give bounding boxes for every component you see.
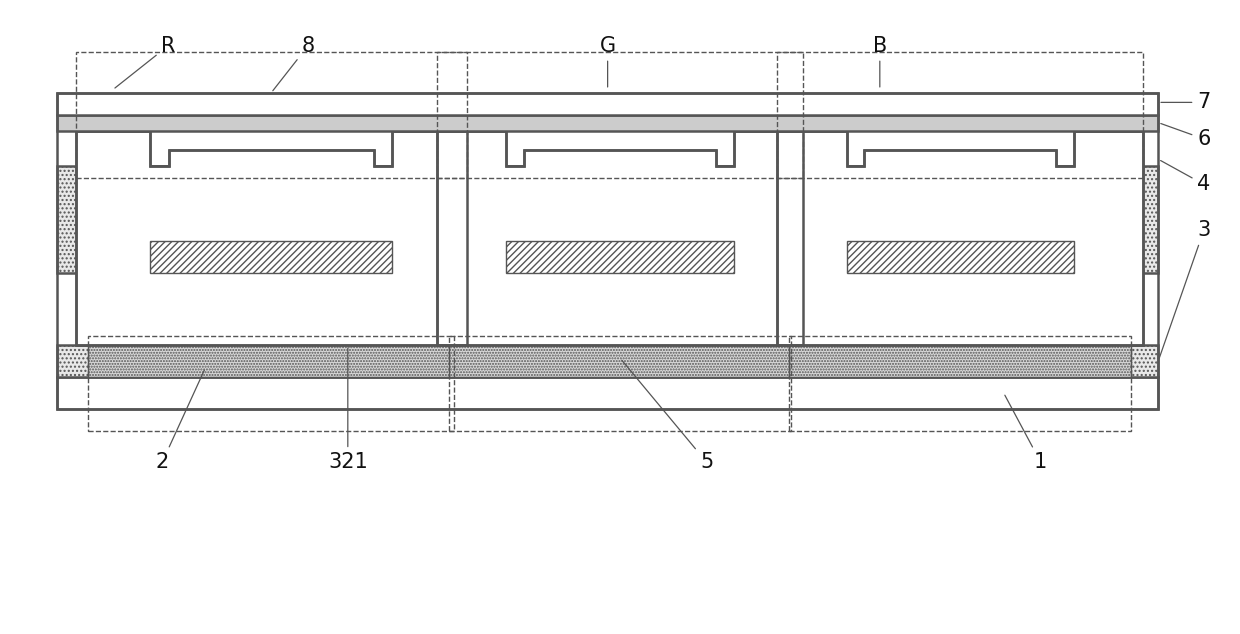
Bar xyxy=(57,93,1158,115)
Bar xyxy=(57,115,1158,131)
Polygon shape xyxy=(76,131,466,346)
Text: 4: 4 xyxy=(1161,160,1210,195)
Bar xyxy=(57,377,1158,408)
Bar xyxy=(777,52,1143,178)
Bar xyxy=(76,52,466,178)
Bar xyxy=(57,93,1158,408)
Bar xyxy=(57,346,1158,377)
Text: 1: 1 xyxy=(1004,395,1048,472)
Polygon shape xyxy=(506,150,734,242)
Bar xyxy=(790,342,1131,377)
Polygon shape xyxy=(76,131,466,346)
Bar xyxy=(506,242,734,273)
Bar xyxy=(150,242,392,273)
Bar xyxy=(449,342,791,377)
Text: R: R xyxy=(115,36,176,88)
Bar xyxy=(88,342,454,377)
Bar xyxy=(436,52,804,178)
Polygon shape xyxy=(436,131,804,346)
Bar xyxy=(790,336,1131,430)
Text: 7: 7 xyxy=(1161,93,1210,112)
Bar xyxy=(847,242,1074,273)
Polygon shape xyxy=(777,131,1143,346)
Polygon shape xyxy=(150,150,392,242)
Text: G: G xyxy=(600,36,616,87)
Bar xyxy=(88,336,454,430)
Text: 8: 8 xyxy=(273,36,315,91)
Bar xyxy=(57,165,1158,273)
Polygon shape xyxy=(847,150,1074,242)
Text: B: B xyxy=(873,36,887,87)
Polygon shape xyxy=(436,131,804,346)
Text: 3: 3 xyxy=(1159,220,1210,359)
Text: 5: 5 xyxy=(621,360,713,472)
Polygon shape xyxy=(777,131,1143,346)
Bar xyxy=(449,336,791,430)
Text: 2: 2 xyxy=(155,370,205,472)
Text: 321: 321 xyxy=(327,348,368,472)
Text: 6: 6 xyxy=(1161,124,1210,149)
